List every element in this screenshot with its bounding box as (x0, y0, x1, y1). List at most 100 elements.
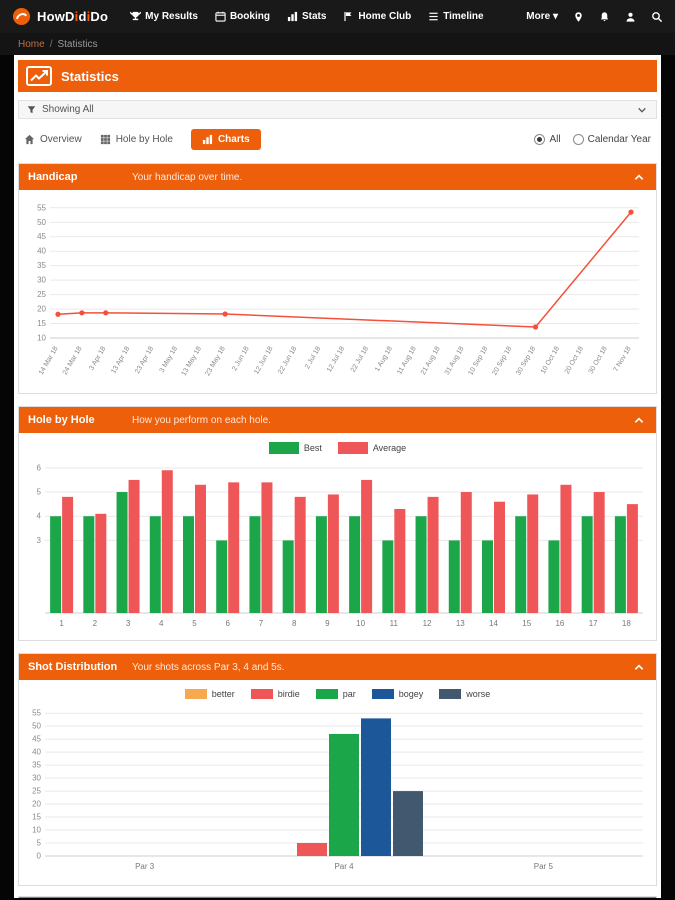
grid-icon (100, 134, 110, 144)
y-tick-label: 55 (32, 709, 41, 718)
nav-menu: My Results Booking Stats Home (130, 11, 484, 22)
x-tick-label: 2 Jul 18 (304, 345, 322, 370)
notifications-button[interactable] (599, 11, 610, 23)
y-tick-label: 5 (37, 488, 42, 497)
bar-chart-icon (202, 134, 213, 144)
brand-logo[interactable]: HowDidiDo (12, 7, 108, 26)
breadcrumb: Home / Statistics (0, 33, 675, 55)
worse-bar (393, 791, 423, 856)
radio-label: Calendar Year (587, 133, 651, 145)
x-tick-label: 23 May 18 (204, 345, 226, 377)
x-tick-label: 23 Apr 18 (134, 345, 155, 375)
y-tick-label: 10 (37, 334, 46, 343)
data-point-marker (628, 209, 634, 215)
calendar-icon (215, 11, 226, 22)
chevron-down-icon (638, 107, 646, 113)
legend-item-bogey: bogey (371, 689, 423, 699)
average-bar (95, 513, 107, 613)
legend-item-worse: worse (439, 689, 490, 699)
y-tick-label: 30 (32, 774, 41, 783)
x-tick-label: 13 Apr 18 (110, 345, 131, 375)
filter-label: Showing All (42, 104, 94, 115)
average-bar (593, 492, 605, 613)
statistics-chart-icon (26, 66, 52, 86)
x-tick-label: 12 Jun 18 (253, 345, 274, 375)
legend-item-birdie: birdie (250, 689, 300, 699)
best-bar (482, 540, 493, 613)
shot-distribution-collapse-button[interactable] (631, 660, 647, 675)
profile-button[interactable] (625, 11, 636, 23)
flag-icon (344, 11, 352, 22)
best-bar (382, 540, 394, 613)
x-tick-label: 7 Nov 18 (613, 345, 633, 373)
nav-item-booking[interactable]: Booking (215, 11, 270, 22)
x-tick-label: 9 (325, 619, 330, 628)
legend-label: better (211, 689, 235, 699)
y-tick-label: 50 (37, 218, 46, 227)
y-tick-label: 35 (37, 261, 46, 270)
page-header: Statistics (18, 60, 657, 92)
x-tick-label: 24 Mar 18 (62, 345, 84, 376)
y-tick-label: 40 (37, 247, 46, 256)
gross-scores-card: Gross Scores Your gross scores over time… (18, 896, 657, 898)
legend-label: Best (303, 443, 322, 453)
tab-charts[interactable]: Charts (190, 128, 261, 150)
hole-by-hole-card-header: Hole by Hole How you perform on each hol… (19, 407, 656, 433)
search-button[interactable] (651, 11, 663, 23)
handicap-card: Handicap Your handicap over time. 10 15 20… (18, 163, 657, 394)
x-tick-label: 18 (622, 619, 631, 628)
average-bar (261, 482, 273, 613)
handicap-card-body: 10 15 20 25 30 35 40 45 50 55 14 Mar 18 24 Mar 18 3 … (19, 190, 656, 393)
best-bar (216, 540, 228, 613)
legend-label: birdie (277, 689, 300, 699)
tab-hole-by-hole[interactable]: Hole by Hole (100, 134, 173, 145)
y-tick-label: 50 (32, 722, 41, 731)
nav-item-my-results[interactable]: My Results (130, 11, 198, 22)
radio-all[interactable]: All (534, 133, 561, 145)
shot-distribution-card-header: Shot Distribution Your shots across Par … (19, 654, 656, 680)
average-bar (626, 504, 638, 613)
average-bar (460, 492, 472, 613)
legend-label: Average (372, 443, 407, 453)
best-bar (183, 516, 194, 613)
x-tick-label: 8 (292, 619, 297, 628)
best-bar (614, 516, 626, 613)
shot-distribution-legend: better birdie par bogey worse (20, 682, 655, 700)
tab-overview[interactable]: Overview (24, 134, 82, 145)
x-tick-label: 20 Oct 18 (564, 345, 585, 375)
brand-text: HowDidiDo (37, 9, 109, 24)
more-menu-button[interactable]: More ▾ (526, 11, 558, 22)
filter-chevron (636, 105, 648, 115)
location-button[interactable] (573, 11, 584, 23)
nav-item-stats[interactable]: Stats (287, 11, 326, 22)
handicap-collapse-button[interactable] (631, 170, 647, 185)
average-bar (62, 496, 74, 613)
x-tick-label: 13 May 18 (181, 345, 203, 377)
radio-calendar-year[interactable]: Calendar Year (572, 133, 651, 145)
nav-label: My Results (145, 11, 198, 22)
x-tick-label: 17 (589, 619, 598, 628)
x-tick-label: 1 Aug 18 (374, 345, 394, 373)
radio-selected-icon (534, 133, 546, 145)
average-bar (427, 496, 439, 613)
y-tick-label: 5 (37, 839, 42, 848)
filter-bar[interactable]: Showing All (18, 100, 657, 119)
data-point-marker (222, 311, 228, 317)
best-bar (515, 516, 527, 613)
nav-item-home-club[interactable]: Home Club (343, 11, 411, 22)
nav-label: Booking (229, 11, 270, 22)
legend-item-better: better (184, 689, 235, 699)
x-tick-label: 11 Aug 18 (396, 345, 418, 375)
nav-item-timeline[interactable]: Timeline (428, 11, 484, 22)
y-tick-label: 6 (37, 463, 42, 472)
hole-by-hole-collapse-button[interactable] (631, 413, 647, 428)
x-tick-label: 6 (225, 619, 230, 628)
y-tick-label: 15 (37, 319, 46, 328)
card-description: Your shots across Par 3, 4 and 5s. (132, 661, 285, 673)
y-tick-label: 15 (32, 813, 41, 822)
shot-distribution-card: Shot Distribution Your shots across Par … (18, 653, 657, 886)
breadcrumb-home-link[interactable]: Home (18, 38, 45, 50)
worse-swatch (439, 689, 462, 699)
card-title: Hole by Hole (28, 414, 95, 426)
birdie-swatch (250, 689, 273, 699)
